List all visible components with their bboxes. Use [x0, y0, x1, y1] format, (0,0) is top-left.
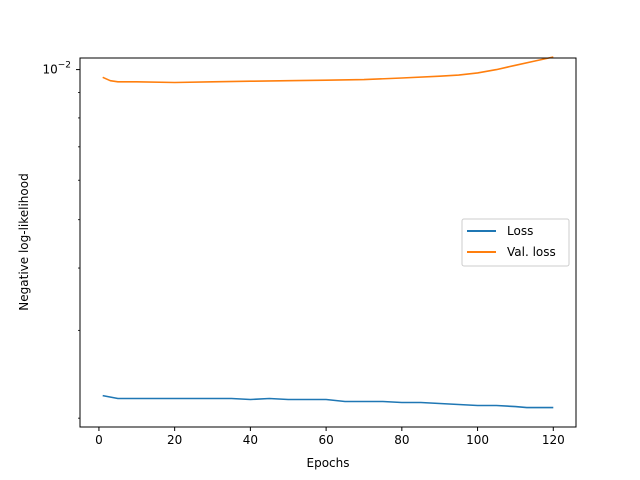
series-line-val-loss	[102, 56, 554, 84]
legend-loss-label: Loss	[507, 224, 533, 238]
x-tick-label: 100	[466, 433, 489, 447]
legend: Loss Val. loss	[461, 218, 570, 267]
x-tick-label: 20	[167, 433, 182, 447]
plot-area	[102, 56, 554, 409]
x-tick-label: 60	[318, 433, 333, 447]
y-axis-label: Negative log-likelihood	[17, 173, 31, 310]
x-tick-label: 120	[542, 433, 565, 447]
legend-val-loss-label: Val. loss	[507, 245, 556, 259]
x-tick-label: 0	[95, 433, 103, 447]
axes-frame	[79, 57, 577, 428]
x-tick-label: 40	[243, 433, 258, 447]
x-axis-label: Epochs	[307, 456, 350, 470]
series-line-loss	[102, 394, 554, 409]
x-tick-label: 80	[394, 433, 409, 447]
x-axis-ticks: 0 20 40 60 80 100 120	[95, 427, 565, 447]
